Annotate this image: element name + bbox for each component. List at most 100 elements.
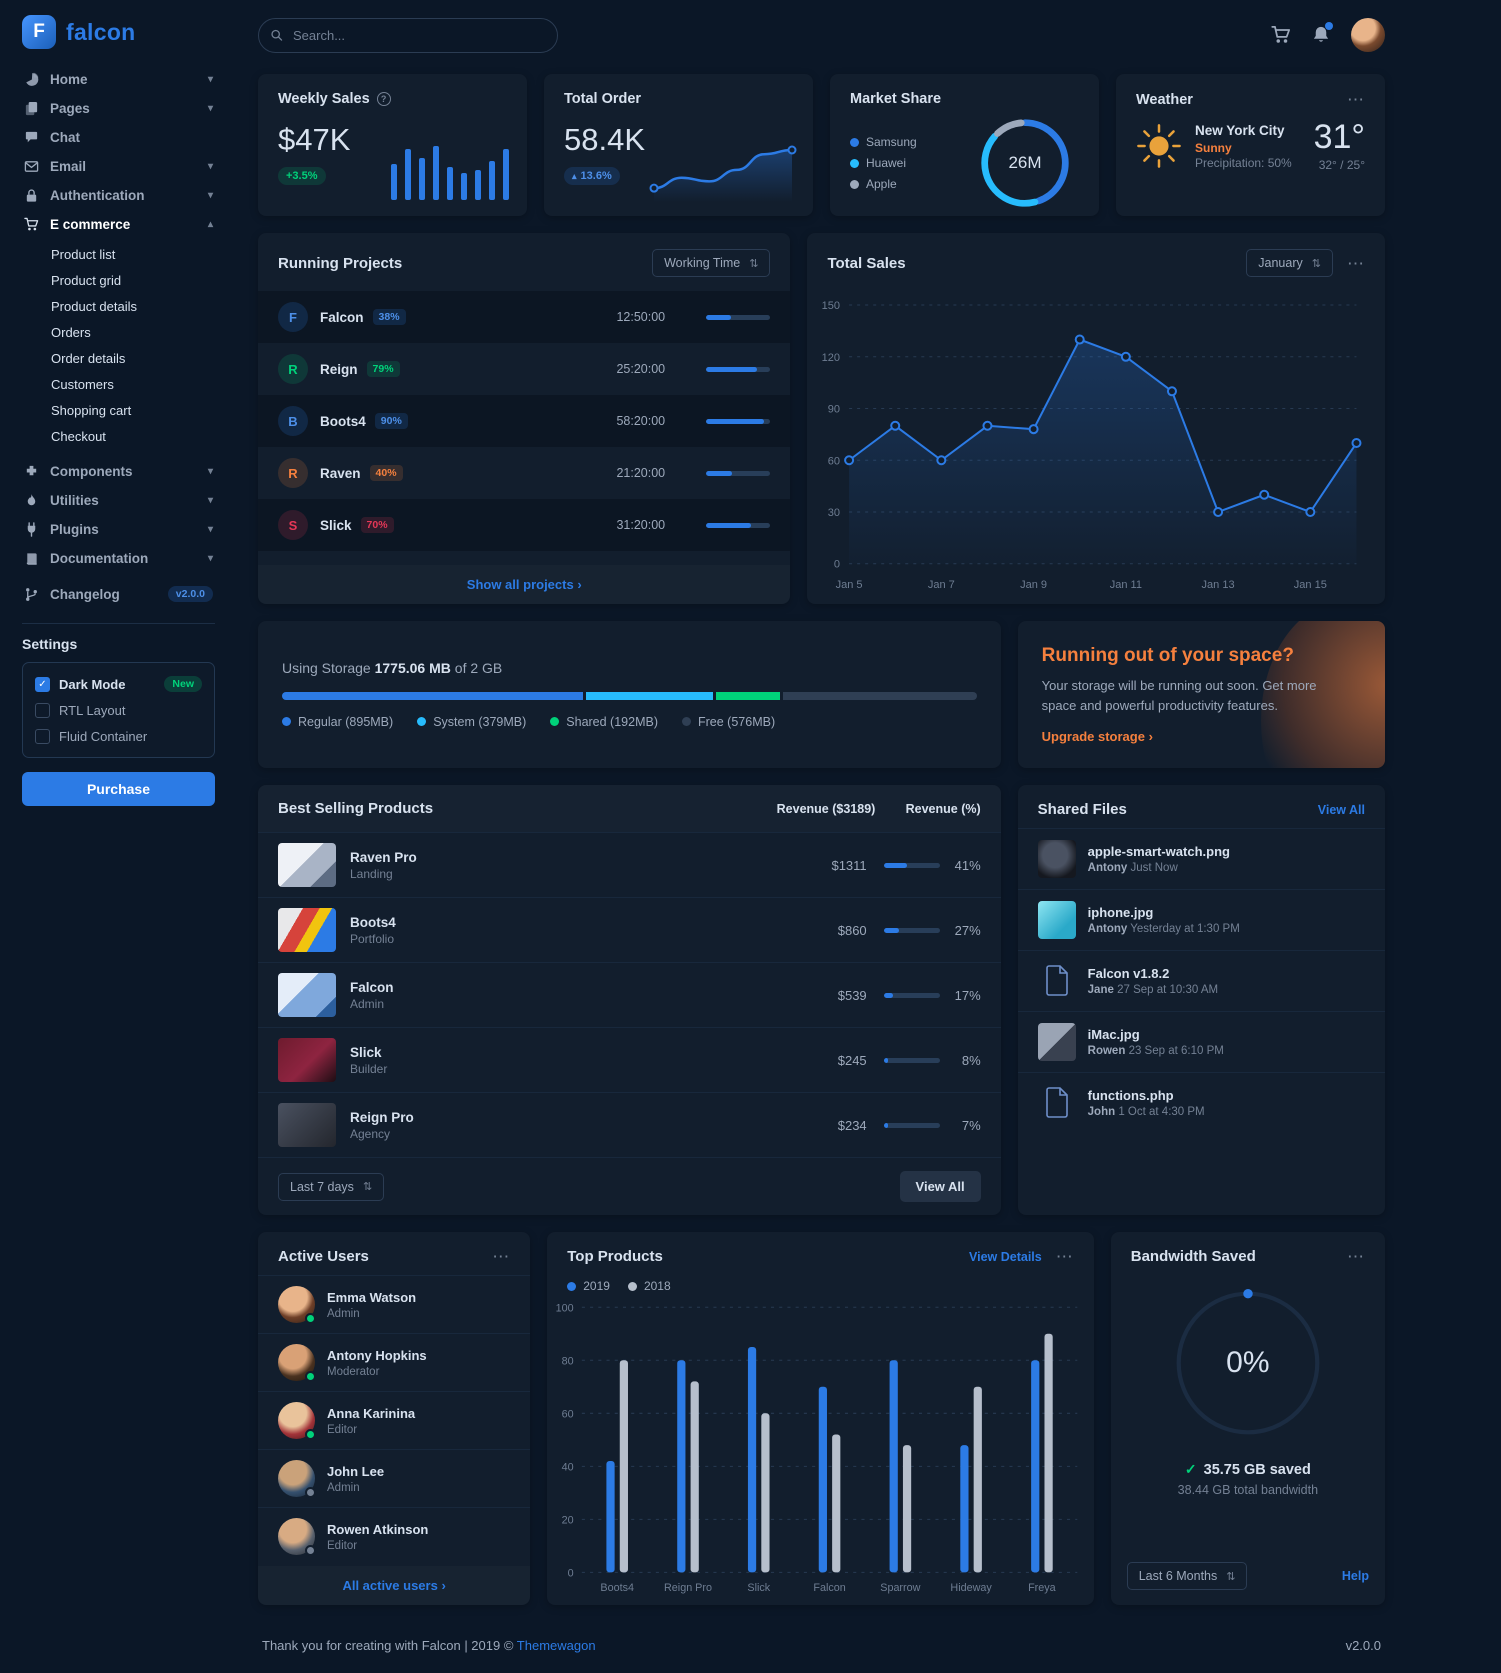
product-thumbnail <box>278 1103 336 1148</box>
legend-dot <box>417 717 427 727</box>
sidebar-item-utilities[interactable]: Utilities ▾ <box>22 486 215 515</box>
project-avatar: R <box>278 458 308 488</box>
purchase-button[interactable]: Purchase <box>22 772 215 806</box>
sidebar-item-changelog[interactable]: Changelog v2.0.0 <box>22 579 215 609</box>
sidebar-item-chat[interactable]: Chat <box>22 123 215 152</box>
view-all-button[interactable]: View All <box>899 1171 981 1203</box>
weather-title: Weather <box>1136 91 1193 108</box>
project-name: Falcon <box>320 309 364 325</box>
project-avatar: B <box>278 406 308 436</box>
user-row-john-lee[interactable]: John Lee Admin <box>258 1449 531 1507</box>
nav-label: Shopping cart <box>51 402 132 418</box>
show-all-projects-link[interactable]: Show all projects › <box>258 565 790 604</box>
file-row-falcon-zip[interactable]: Falcon v1.8.2 Jane 27 Sep at 10:30 AM <box>1017 950 1385 1011</box>
sidebar-item-shopping-cart[interactable]: Shopping cart <box>49 397 215 423</box>
sidebar-item-plugins[interactable]: Plugins ▾ <box>22 515 215 544</box>
sidebar-nav: Home ▾ Pages ▾ Chat Email ▾ Authenticati… <box>22 65 215 609</box>
month-select[interactable]: January ⇅ <box>1246 249 1333 277</box>
topbar <box>258 12 1385 58</box>
all-active-users-link[interactable]: All active users › <box>258 1566 530 1605</box>
storage-segment-free <box>783 691 977 700</box>
bandwidth-total: 38.44 GB total bandwidth <box>1177 1483 1319 1498</box>
sidebar-item-ecommerce[interactable]: E commerce ▴ <box>22 210 215 239</box>
card-menu-button[interactable]: ⋯ <box>1347 90 1365 109</box>
sidebar-item-orders[interactable]: Orders <box>49 319 215 345</box>
link-label: Upgrade storage <box>1041 729 1145 745</box>
sidebar-item-checkout[interactable]: Checkout <box>49 423 215 449</box>
file-row-iphone[interactable]: iphone.jpg Antony Yesterday at 1:30 PM <box>1017 889 1385 950</box>
card-menu-button[interactable]: ⋯ <box>1055 1247 1074 1267</box>
svg-text:Jan 9: Jan 9 <box>1021 579 1048 591</box>
sidebar-item-email[interactable]: Email ▾ <box>22 152 215 181</box>
card-menu-button[interactable]: ⋯ <box>1347 1247 1365 1267</box>
sidebar-item-product-grid[interactable]: Product grid <box>49 267 215 293</box>
weather-condition: Sunny <box>1195 140 1232 155</box>
brand-link[interactable]: F falcon <box>22 13 215 65</box>
sidebar-item-order-details[interactable]: Order details <box>49 345 215 371</box>
legend-dot <box>282 717 291 727</box>
dark-mode-toggle[interactable]: ✓ Dark Mode New <box>35 676 202 692</box>
sun-icon <box>1137 124 1181 168</box>
footer-version: v2.0.0 <box>1345 1638 1381 1654</box>
legend-label: 2018 <box>643 1279 671 1294</box>
file-owner: Antony <box>1087 923 1128 936</box>
file-name: functions.php <box>1087 1088 1174 1104</box>
notifications-button[interactable] <box>1311 22 1333 45</box>
checkbox-checked-icon: ✓ <box>35 676 50 692</box>
card-menu-button[interactable]: ⋯ <box>492 1247 511 1267</box>
view-details-link[interactable]: View Details <box>969 1249 1042 1264</box>
sidebar-item-customers[interactable]: Customers <box>49 371 215 397</box>
sort-icon: ⇅ <box>749 257 759 270</box>
svg-text:120: 120 <box>822 352 840 364</box>
months-select[interactable]: Last 6 Months ⇅ <box>1126 1562 1248 1591</box>
user-row-antony-hopkins[interactable]: Antony Hopkins Moderator <box>258 1333 531 1391</box>
weekly-sales-card: Weekly Sales ? $47K +3.5% <box>258 74 527 216</box>
select-value: Last 7 days <box>290 1179 354 1194</box>
legend-label: Huawei <box>866 156 907 170</box>
help-link[interactable]: Help <box>1341 1569 1369 1584</box>
card-menu-button[interactable]: ⋯ <box>1346 253 1365 273</box>
search-input[interactable] <box>258 17 558 53</box>
rtl-layout-toggle[interactable]: RTL Layout <box>35 703 202 718</box>
working-time-select[interactable]: Working Time ⇅ <box>652 249 771 277</box>
sidebar-item-home[interactable]: Home ▾ <box>22 65 215 94</box>
user-avatar[interactable] <box>1351 18 1385 52</box>
period-select[interactable]: Last 7 days ⇅ <box>278 1172 385 1201</box>
file-row-imac[interactable]: iMac.jpg Rowen 23 Sep at 6:10 PM <box>1017 1011 1385 1072</box>
view-all-files-link[interactable]: View All <box>1317 802 1365 817</box>
themewagon-link[interactable]: Themewagon <box>516 1638 596 1654</box>
arrow-right-icon: › <box>577 576 582 592</box>
svg-text:30: 30 <box>828 507 840 519</box>
upgrade-space-card: Running out of your space? Your storage … <box>1017 620 1385 769</box>
project-time: 31:20:00 <box>616 518 666 532</box>
file-thumbnail <box>1037 901 1076 940</box>
storage-summary: Using Storage 1775.06 MB of 2 GB <box>282 660 977 676</box>
file-row-apple-smart-watch[interactable]: apple-smart-watch.png Antony Just Now <box>1017 828 1385 889</box>
question-icon[interactable]: ? <box>376 92 391 106</box>
file-row-functions-php[interactable]: functions.php John 1 Oct at 4:30 PM <box>1017 1072 1385 1133</box>
bandwidth-chart <box>1176 1289 1320 1435</box>
fluid-container-toggle[interactable]: Fluid Container <box>35 729 202 744</box>
sidebar-item-authentication[interactable]: Authentication ▾ <box>22 181 215 210</box>
user-row-anna-karinina[interactable]: Anna Karinina Editor <box>258 1391 531 1449</box>
sidebar-item-product-details[interactable]: Product details <box>49 293 215 319</box>
legend-dot <box>682 717 691 727</box>
user-avatar <box>278 1344 316 1383</box>
user-row-emma-watson[interactable]: Emma Watson Admin <box>258 1275 531 1333</box>
user-row-rowen-atkinson[interactable]: Rowen Atkinson Editor <box>258 1507 531 1565</box>
sidebar-item-components[interactable]: Components ▾ <box>22 457 215 486</box>
file-name: apple-smart-watch.png <box>1087 844 1230 860</box>
bandwidth-saved-value: 35.75 GB saved <box>1203 1461 1311 1478</box>
sidebar-item-pages[interactable]: Pages ▾ <box>22 94 215 123</box>
sidebar-item-documentation[interactable]: Documentation ▾ <box>22 544 215 573</box>
market-share-legend: Samsung Huawei Apple <box>850 135 917 191</box>
shared-files-card: Shared Files View All apple-smart-watch.… <box>1017 785 1385 1216</box>
cart-icon[interactable] <box>1271 25 1291 45</box>
upgrade-storage-link[interactable]: Upgrade storage › <box>1042 729 1361 744</box>
falcon-logo-icon: F <box>22 15 56 49</box>
sidebar-item-product-list[interactable]: Product list <box>49 241 215 267</box>
sidebar: F falcon Home ▾ Pages ▾ Chat Email ▾ <box>0 0 235 1673</box>
svg-text:Jan 7: Jan 7 <box>928 579 955 591</box>
product-revenue: $245 <box>837 1052 867 1068</box>
project-time: 12:50:00 <box>616 310 666 324</box>
